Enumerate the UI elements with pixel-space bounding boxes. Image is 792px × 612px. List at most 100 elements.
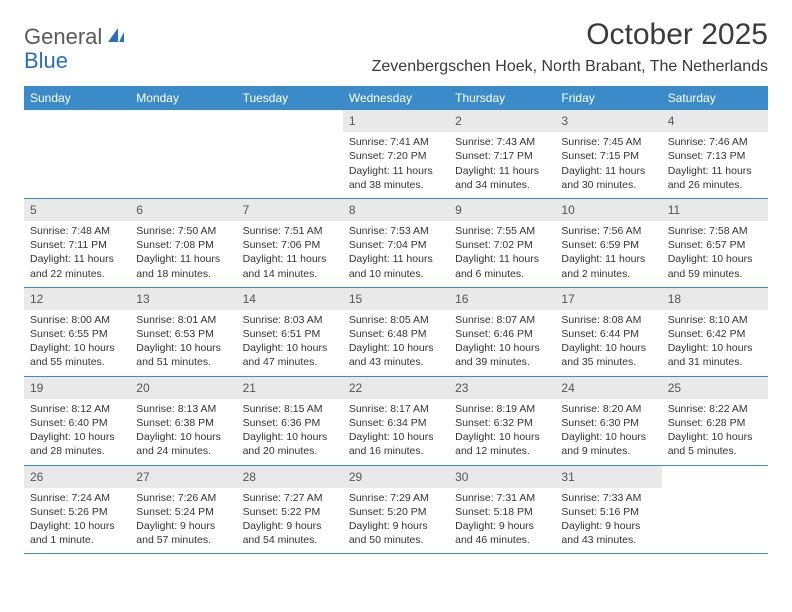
daylight-text: Daylight: 10 hours and 5 minutes. xyxy=(668,430,762,458)
sunrise-text: Sunrise: 7:43 AM xyxy=(455,135,549,149)
sunrise-text: Sunrise: 8:17 AM xyxy=(349,402,443,416)
day-number: 17 xyxy=(555,288,661,310)
day-body: Sunrise: 7:29 AMSunset: 5:20 PMDaylight:… xyxy=(343,488,449,554)
day-cell: 10Sunrise: 7:56 AMSunset: 6:59 PMDayligh… xyxy=(555,199,661,287)
week-row: 5Sunrise: 7:48 AMSunset: 7:11 PMDaylight… xyxy=(24,199,768,288)
day-number: 13 xyxy=(130,288,236,310)
day-number: 22 xyxy=(343,377,449,399)
day-body: Sunrise: 8:05 AMSunset: 6:48 PMDaylight:… xyxy=(343,310,449,376)
day-body: Sunrise: 7:41 AMSunset: 7:20 PMDaylight:… xyxy=(343,132,449,198)
sunrise-text: Sunrise: 7:58 AM xyxy=(668,224,762,238)
day-cell: 31Sunrise: 7:33 AMSunset: 5:16 PMDayligh… xyxy=(555,466,661,554)
day-body: Sunrise: 8:13 AMSunset: 6:38 PMDaylight:… xyxy=(130,399,236,465)
daylight-text: Daylight: 10 hours and 39 minutes. xyxy=(455,341,549,369)
daylight-text: Daylight: 10 hours and 20 minutes. xyxy=(243,430,337,458)
sunset-text: Sunset: 5:16 PM xyxy=(561,505,655,519)
day-cell: 6Sunrise: 7:50 AMSunset: 7:08 PMDaylight… xyxy=(130,199,236,287)
logo: General xyxy=(24,24,128,50)
day-number: 29 xyxy=(343,466,449,488)
day-body: Sunrise: 7:50 AMSunset: 7:08 PMDaylight:… xyxy=(130,221,236,287)
day-number: 2 xyxy=(449,110,555,132)
day-body: Sunrise: 8:19 AMSunset: 6:32 PMDaylight:… xyxy=(449,399,555,465)
sunset-text: Sunset: 6:40 PM xyxy=(30,416,124,430)
day-cell: 26Sunrise: 7:24 AMSunset: 5:26 PMDayligh… xyxy=(24,466,130,554)
day-number: 4 xyxy=(662,110,768,132)
sunset-text: Sunset: 6:38 PM xyxy=(136,416,230,430)
day-cell: 21Sunrise: 8:15 AMSunset: 6:36 PMDayligh… xyxy=(237,377,343,465)
sunset-text: Sunset: 5:18 PM xyxy=(455,505,549,519)
day-cell: 11Sunrise: 7:58 AMSunset: 6:57 PMDayligh… xyxy=(662,199,768,287)
day-body: Sunrise: 7:45 AMSunset: 7:15 PMDaylight:… xyxy=(555,132,661,198)
sunrise-text: Sunrise: 8:20 AM xyxy=(561,402,655,416)
sunset-text: Sunset: 7:11 PM xyxy=(30,238,124,252)
sunrise-text: Sunrise: 8:08 AM xyxy=(561,313,655,327)
daylight-text: Daylight: 11 hours and 2 minutes. xyxy=(561,252,655,280)
day-cell: 17 Sunrise: 8:08 AMSunset: 6:44 PMDayligh… xyxy=(555,288,661,376)
sunrise-text: Sunrise: 7:53 AM xyxy=(349,224,443,238)
sunset-text: Sunset: 6:46 PM xyxy=(455,327,549,341)
day-number: 24 xyxy=(555,377,661,399)
logo-text-blue-wrap: Blue xyxy=(24,48,68,74)
sunrise-text: Sunrise: 8:07 AM xyxy=(455,313,549,327)
day-cell: . xyxy=(237,110,343,198)
sunset-text: Sunset: 7:17 PM xyxy=(455,149,549,163)
sunrise-text: Sunrise: 7:29 AM xyxy=(349,491,443,505)
day-cell: 23Sunrise: 8:19 AMSunset: 6:32 PMDayligh… xyxy=(449,377,555,465)
day-number: 28 xyxy=(237,466,343,488)
daylight-text: Daylight: 9 hours and 46 minutes. xyxy=(455,519,549,547)
day-body: Sunrise: 7:24 AMSunset: 5:26 PMDaylight:… xyxy=(24,488,130,554)
day-number: 3 xyxy=(555,110,661,132)
weekday-row: Sunday Monday Tuesday Wednesday Thursday… xyxy=(24,86,768,110)
daylight-text: Daylight: 11 hours and 38 minutes. xyxy=(349,164,443,192)
day-number: 18 xyxy=(662,288,768,310)
day-number: 7 xyxy=(237,199,343,221)
sunset-text: Sunset: 7:13 PM xyxy=(668,149,762,163)
sunrise-text: Sunrise: 7:26 AM xyxy=(136,491,230,505)
weekday-sat: Saturday xyxy=(662,86,768,110)
daylight-text: Daylight: 10 hours and 47 minutes. xyxy=(243,341,337,369)
sunrise-text: Sunrise: 7:56 AM xyxy=(561,224,655,238)
sunrise-text: Sunrise: 8:03 AM xyxy=(243,313,337,327)
day-body: Sunrise: 8:20 AMSunset: 6:30 PMDaylight:… xyxy=(555,399,661,465)
day-body: Sunrise: 7:43 AMSunset: 7:17 PMDaylight:… xyxy=(449,132,555,198)
day-cell: 5Sunrise: 7:48 AMSunset: 7:11 PMDaylight… xyxy=(24,199,130,287)
day-number: 9 xyxy=(449,199,555,221)
daylight-text: Daylight: 9 hours and 43 minutes. xyxy=(561,519,655,547)
weekday-sun: Sunday xyxy=(24,86,130,110)
sunset-text: Sunset: 7:04 PM xyxy=(349,238,443,252)
sunrise-text: Sunrise: 8:01 AM xyxy=(136,313,230,327)
daylight-text: Daylight: 11 hours and 30 minutes. xyxy=(561,164,655,192)
day-body: Sunrise: 8:07 AMSunset: 6:46 PMDaylight:… xyxy=(449,310,555,376)
day-cell: 13Sunrise: 8:01 AMSunset: 6:53 PMDayligh… xyxy=(130,288,236,376)
daylight-text: Daylight: 10 hours and 28 minutes. xyxy=(30,430,124,458)
sunset-text: Sunset: 6:44 PM xyxy=(561,327,655,341)
daylight-text: Daylight: 11 hours and 26 minutes. xyxy=(668,164,762,192)
week-row: ...1Sunrise: 7:41 AMSunset: 7:20 PMDayli… xyxy=(24,110,768,199)
day-cell: . xyxy=(662,466,768,554)
week-row: 26Sunrise: 7:24 AMSunset: 5:26 PMDayligh… xyxy=(24,466,768,555)
sunset-text: Sunset: 6:42 PM xyxy=(668,327,762,341)
sail-icon xyxy=(106,26,126,49)
day-cell: 24Sunrise: 8:20 AMSunset: 6:30 PMDayligh… xyxy=(555,377,661,465)
day-cell: 29Sunrise: 7:29 AMSunset: 5:20 PMDayligh… xyxy=(343,466,449,554)
sunrise-text: Sunrise: 8:19 AM xyxy=(455,402,549,416)
month-title: October 2025 xyxy=(372,18,768,52)
daylight-text: Daylight: 10 hours and 35 minutes. xyxy=(561,341,655,369)
daylight-text: Daylight: 10 hours and 31 minutes. xyxy=(668,341,762,369)
day-number: 10 xyxy=(555,199,661,221)
sunset-text: Sunset: 6:34 PM xyxy=(349,416,443,430)
sunset-text: Sunset: 7:06 PM xyxy=(243,238,337,252)
day-cell: 19Sunrise: 8:12 AMSunset: 6:40 PMDayligh… xyxy=(24,377,130,465)
sunset-text: Sunset: 5:24 PM xyxy=(136,505,230,519)
day-body: Sunrise: 7:53 AMSunset: 7:04 PMDaylight:… xyxy=(343,221,449,287)
weekday-tue: Tuesday xyxy=(237,86,343,110)
sunrise-text: Sunrise: 7:45 AM xyxy=(561,135,655,149)
day-cell: 3Sunrise: 7:45 AMSunset: 7:15 PMDaylight… xyxy=(555,110,661,198)
day-body: Sunrise: 8:01 AMSunset: 6:53 PMDaylight:… xyxy=(130,310,236,376)
day-cell: 25Sunrise: 8:22 AMSunset: 6:28 PMDayligh… xyxy=(662,377,768,465)
sunset-text: Sunset: 6:30 PM xyxy=(561,416,655,430)
daylight-text: Daylight: 9 hours and 50 minutes. xyxy=(349,519,443,547)
sunset-text: Sunset: 5:26 PM xyxy=(30,505,124,519)
daylight-text: Daylight: 11 hours and 22 minutes. xyxy=(30,252,124,280)
day-cell: 1Sunrise: 7:41 AMSunset: 7:20 PMDaylight… xyxy=(343,110,449,198)
